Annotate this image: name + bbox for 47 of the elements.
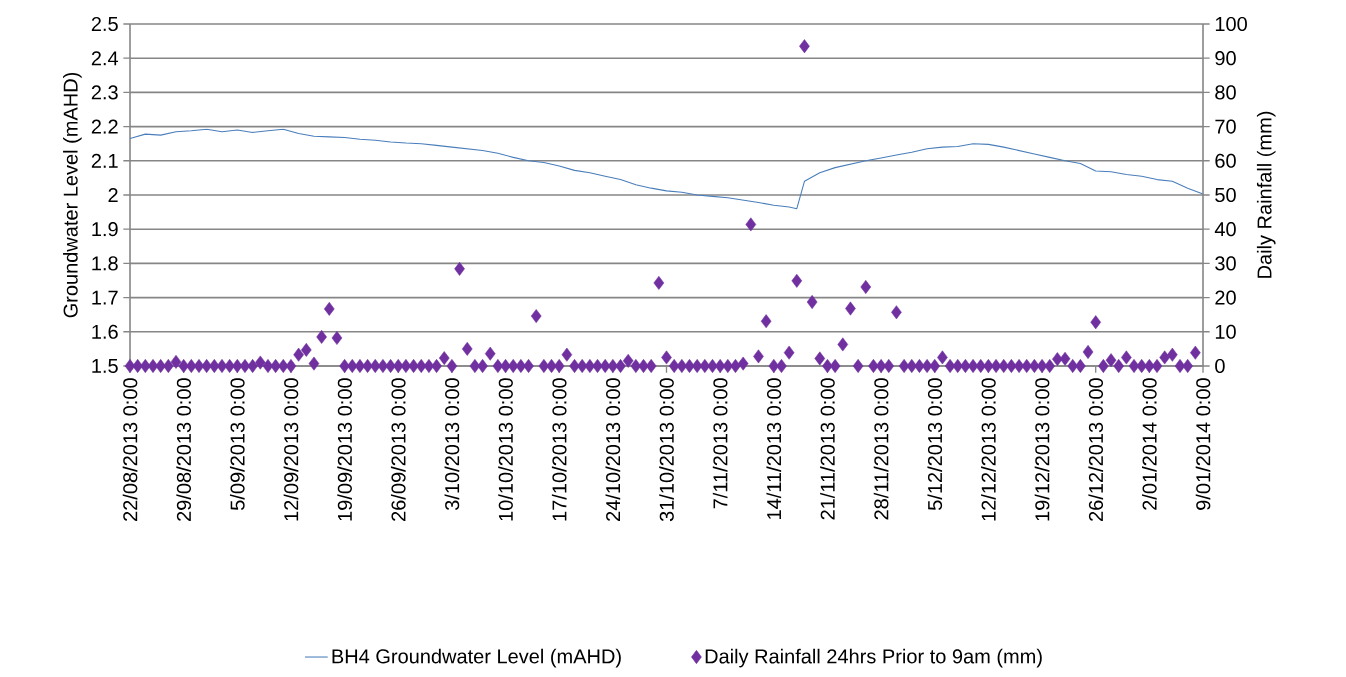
y2-tick-label: 80	[1215, 85, 1236, 100]
x-tick-label: 29/08/2013 0:00	[176, 378, 191, 521]
y2-tick-label: 20	[1215, 290, 1236, 305]
y-tick-label: 2.1	[91, 153, 118, 168]
x-tick-label: 9/01/2014 0:00	[1195, 378, 1211, 510]
x-tick-label: 5/09/2013 0:00	[229, 378, 245, 511]
x-tick-label: 17/10/2013 0:00	[551, 378, 567, 521]
y-tick-label: 1.6	[92, 324, 118, 339]
y2-axis-title: Daily Rainfall (mm)	[1256, 111, 1276, 278]
x-tick-label: 28/11/2013 0:00	[873, 378, 889, 520]
x-tick-label: 10/10/2013 0:00	[498, 378, 513, 521]
legend-label: BH4 Groundwater Level (mAHD)	[332, 648, 621, 668]
y-tick-label: 1.8	[92, 256, 118, 271]
x-tick-label: 2/01/2014 0:00	[1142, 378, 1157, 510]
y-tick-label: 1.5	[92, 359, 118, 373]
x-tick-label: 21/11/2013 0:00	[820, 378, 835, 520]
x-tick-label: 31/10/2013 0:00	[659, 378, 674, 522]
y2-tick-label: 70	[1215, 119, 1236, 134]
y2-tick-label: 100	[1215, 16, 1247, 32]
x-tick-label: 19/09/2013 0:00	[337, 378, 352, 521]
y2-tick-label: 50	[1215, 187, 1236, 203]
y2-tick-label: 10	[1215, 324, 1236, 339]
y-tick-label: 2	[108, 188, 118, 202]
y2-tick-label: 30	[1215, 256, 1236, 271]
y2-tick-label: 60	[1215, 153, 1236, 168]
x-tick-label: 12/09/2013 0:00	[283, 378, 299, 521]
y-tick-label: 2.4	[91, 51, 119, 66]
x-tick-label: 7/11/2013 0:00	[712, 378, 728, 509]
y-tick-label: 1.9	[92, 222, 118, 237]
x-tick-label: 24/10/2013 0:00	[605, 378, 621, 521]
y-axis-title: Groundwater Level (mAHD)	[63, 72, 82, 318]
x-tick-label: 3/10/2013 0:00	[444, 378, 460, 511]
x-tick-label: 5/12/2013 0:00	[927, 378, 943, 511]
x-tick-label: 14/11/2013 0:00	[766, 378, 782, 519]
x-tick-label: 22/08/2013 0:00	[122, 378, 138, 521]
legend-label: Daily Rainfall 24hrs Prior to 9am (mm)	[705, 648, 1042, 668]
y2-tick-label: 0	[1215, 358, 1225, 374]
y-tick-label: 2.5	[91, 16, 118, 32]
y2-tick-label: 40	[1214, 222, 1236, 237]
x-tick-label: 26/12/2013 0:00	[1088, 378, 1104, 521]
y-tick-label: 1.7	[92, 290, 118, 305]
y-tick-label: 2.3	[91, 85, 118, 100]
x-tick-label: 12/12/2013 0:00	[981, 378, 996, 521]
x-tick-label: 26/09/2013 0:00	[390, 378, 406, 521]
y2-tick-label: 90	[1215, 51, 1236, 66]
x-tick-label: 19/12/2013 0:00	[1034, 378, 1050, 521]
y-tick-label: 2.2	[91, 119, 118, 134]
